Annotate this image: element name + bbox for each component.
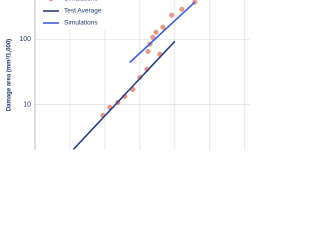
marker [150,34,156,40]
marker [169,12,175,18]
legend: Simulations Test Average Simulations [39,0,115,30]
marker [153,29,159,35]
marker [145,48,151,54]
legend-label: Simulations [64,20,98,27]
marker [179,6,185,12]
y-tick-label: 100 [19,36,31,43]
line [72,40,176,150]
background [0,0,250,150]
chart: Damage area (mm²/1,000) 10 100 Simulations… [0,0,250,150]
marker [160,24,166,30]
y-axis-label: Damage area (mm²/1,000) [6,39,13,111]
y-tick-label: 10 [23,101,31,108]
legend-marker [48,0,54,2]
legend-label: Simulations [64,0,98,3]
legend-label: Test Average [64,8,102,15]
line [129,1,196,64]
legend-box [39,0,115,30]
